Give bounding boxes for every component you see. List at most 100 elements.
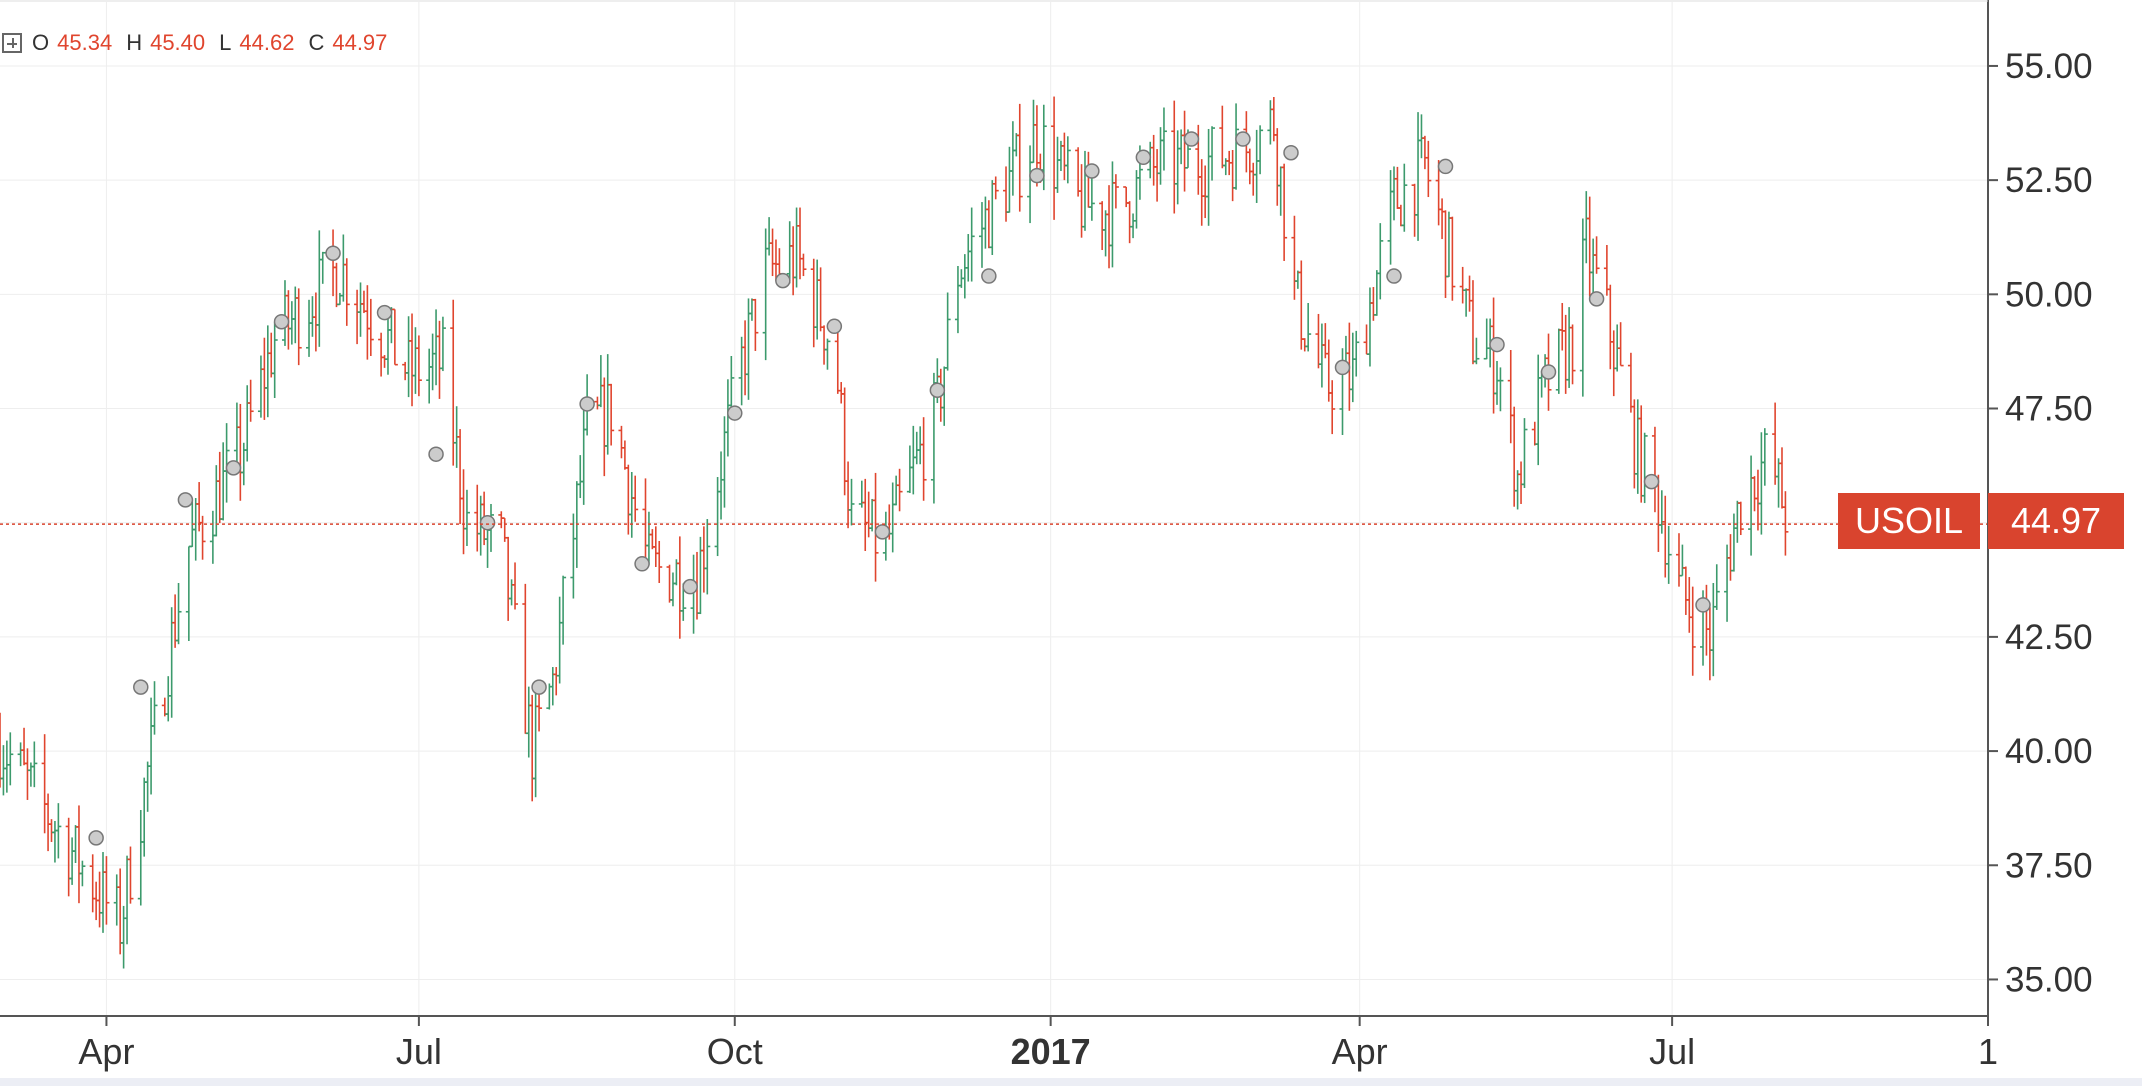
event-marker[interactable] bbox=[1489, 336, 1505, 353]
ohlc-bar bbox=[560, 575, 567, 645]
event-marker[interactable] bbox=[1135, 149, 1152, 166]
ohlc-bars bbox=[0, 96, 1789, 969]
event-marker[interactable] bbox=[1695, 597, 1711, 613]
event-marker[interactable] bbox=[874, 524, 891, 540]
event-marker[interactable] bbox=[273, 313, 290, 330]
event-marker[interactable] bbox=[1283, 144, 1299, 161]
event-marker[interactable] bbox=[225, 460, 242, 476]
ohlc-bar bbox=[1772, 402, 1779, 485]
event-marker[interactable] bbox=[682, 578, 698, 595]
ohlc-bar bbox=[669, 572, 676, 607]
ohlc-bar bbox=[0, 745, 7, 796]
ohlc-bar bbox=[1658, 490, 1665, 534]
ohlc-bar bbox=[848, 478, 855, 526]
ohlc-bar bbox=[295, 288, 302, 366]
ohlc-bar bbox=[103, 856, 110, 925]
ohlc-bar bbox=[748, 298, 755, 321]
event-marker[interactable] bbox=[479, 514, 496, 531]
ohlc-bar bbox=[676, 536, 683, 639]
event-marker[interactable] bbox=[634, 556, 650, 572]
ohlc-bar bbox=[1727, 534, 1734, 581]
ohlc-bar bbox=[1353, 330, 1360, 377]
ohlc-bar bbox=[460, 469, 467, 555]
ohlc-bar bbox=[1088, 177, 1095, 221]
ohlc-bar bbox=[1257, 125, 1264, 175]
expand-plus-icon[interactable] bbox=[2, 33, 22, 53]
ohlc-bar bbox=[1682, 566, 1689, 615]
event-marker[interactable] bbox=[1386, 268, 1402, 284]
ohlc-bar bbox=[817, 267, 824, 332]
ohlc-bar bbox=[618, 425, 625, 459]
ohlc-bar bbox=[913, 431, 920, 465]
event-marker[interactable] bbox=[1084, 163, 1100, 179]
event-marker[interactable] bbox=[1643, 473, 1660, 490]
high-value: 45.40 bbox=[150, 30, 206, 55]
ohlc-bar bbox=[151, 681, 158, 735]
time-tick-label: Jul bbox=[1649, 1031, 1695, 1072]
event-marker[interactable] bbox=[177, 492, 194, 508]
ohlc-bar bbox=[378, 332, 385, 377]
event-marker[interactable] bbox=[1437, 158, 1454, 175]
ohlc-bar bbox=[271, 322, 278, 399]
low-label: L bbox=[219, 30, 232, 55]
event-marker[interactable] bbox=[1588, 291, 1605, 307]
ohlc-bar bbox=[1559, 303, 1566, 351]
ohlc-bar bbox=[505, 536, 512, 621]
event-marker[interactable] bbox=[88, 830, 104, 846]
ohlc-bar bbox=[1250, 162, 1257, 196]
event-marker[interactable] bbox=[929, 382, 946, 398]
event-marker[interactable] bbox=[325, 245, 341, 261]
price-axis-labels[interactable]: 35.0037.5040.0042.5045.0047.5050.0052.50… bbox=[1988, 47, 2093, 1000]
event-marker[interactable] bbox=[1540, 364, 1557, 380]
event-marker[interactable] bbox=[1183, 131, 1200, 147]
event-marker[interactable] bbox=[428, 446, 444, 462]
ohlc-bar bbox=[1054, 136, 1061, 193]
event-marker[interactable] bbox=[1334, 359, 1351, 376]
event-marker[interactable] bbox=[531, 679, 547, 695]
event-marker[interactable] bbox=[579, 396, 595, 412]
event-marker[interactable] bbox=[376, 304, 393, 321]
ohlc-bar bbox=[1030, 99, 1037, 164]
event-marker[interactable] bbox=[133, 679, 149, 695]
event-marker[interactable] bbox=[1235, 131, 1251, 147]
ohlc-bar bbox=[244, 385, 251, 462]
ohlc-bar bbox=[31, 741, 38, 788]
event-marker[interactable] bbox=[1029, 167, 1045, 184]
ohlc-bar bbox=[604, 354, 611, 455]
ohlc-bar bbox=[1003, 166, 1010, 222]
ohlc-bar bbox=[79, 860, 86, 887]
ohlc-bar bbox=[910, 425, 917, 495]
ohlc-bar bbox=[1329, 380, 1336, 435]
ohlc-bar bbox=[1154, 149, 1161, 202]
ohlc-bar bbox=[1751, 476, 1758, 512]
bottom-strip bbox=[0, 1078, 2142, 1086]
ohlc-bar bbox=[1099, 201, 1106, 251]
ohlc-bar bbox=[786, 221, 793, 284]
ohlc-bar bbox=[508, 579, 515, 606]
ohlc-bar bbox=[1713, 564, 1720, 610]
ohlc-bar bbox=[288, 301, 295, 345]
event-marker[interactable] bbox=[727, 405, 743, 421]
ohlc-bar bbox=[645, 511, 652, 565]
event-marker[interactable] bbox=[826, 318, 843, 335]
ohlc-bar bbox=[209, 510, 216, 564]
ohlc-bar bbox=[1377, 223, 1384, 300]
ohlc-bar bbox=[1219, 105, 1226, 169]
ohlc-bar bbox=[1305, 303, 1312, 352]
event-marker[interactable] bbox=[775, 272, 791, 289]
ohlc-bar bbox=[1603, 244, 1610, 296]
event-marker[interactable] bbox=[981, 268, 997, 284]
ohlc-bar bbox=[1466, 275, 1473, 312]
time-axis-labels[interactable]: Apr Jul Oct 2017 Apr Jul 1 bbox=[78, 1016, 1998, 1072]
ohlc-bar bbox=[845, 461, 852, 529]
ohlc-bar bbox=[1631, 399, 1638, 489]
ohlc-bar bbox=[532, 688, 539, 798]
ohlc-bar bbox=[100, 852, 107, 933]
ohlc-bar bbox=[1445, 211, 1452, 278]
ohlc-bar bbox=[391, 308, 398, 366]
ohlc-bar bbox=[1061, 132, 1068, 181]
ohlc-bar bbox=[1579, 218, 1586, 397]
ohlc-bar bbox=[597, 355, 604, 408]
